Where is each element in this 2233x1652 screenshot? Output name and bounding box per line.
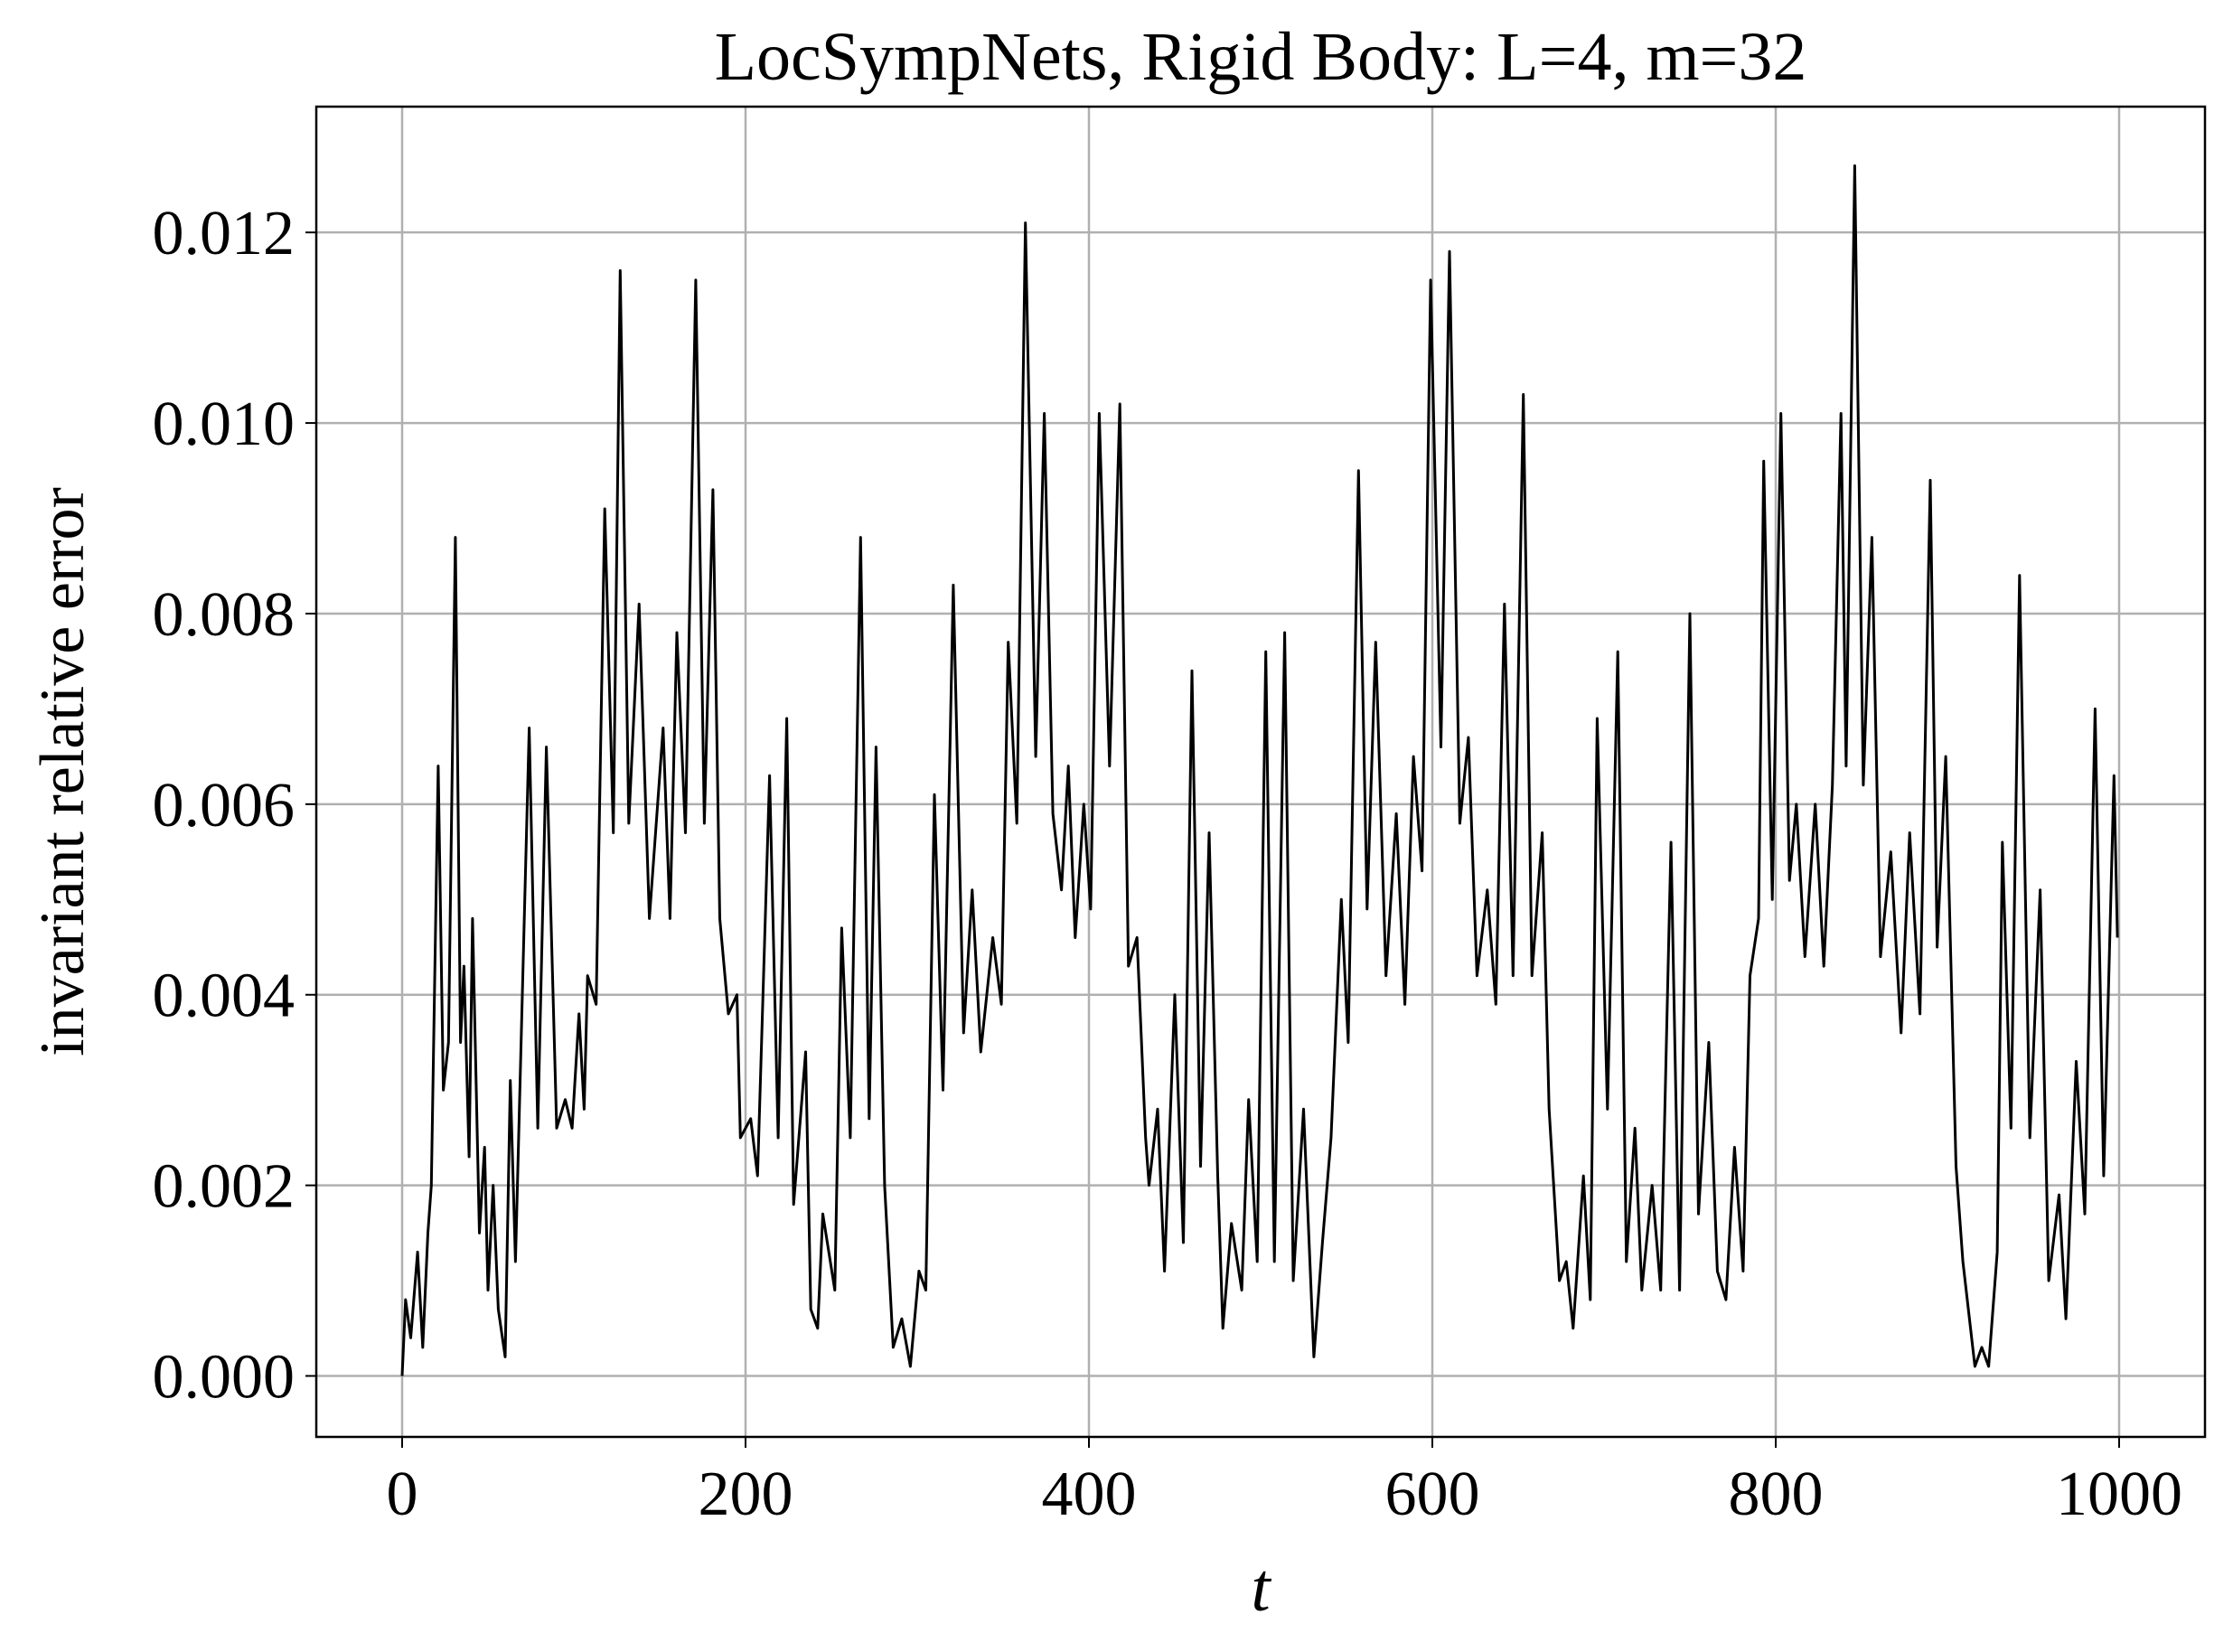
y-axis-label: invariant relative error [28,487,98,1056]
y-tick-label: 0.004 [153,962,296,1031]
y-tick-label: 0.008 [153,580,296,650]
x-tick-label: 400 [1042,1460,1137,1529]
y-tick-label: 0.010 [153,390,296,459]
plot-frame [314,105,2207,1439]
y-tick-label: 0.000 [153,1343,296,1413]
x-tick-label: 0 [387,1460,418,1529]
y-tick-label: 0.006 [153,771,296,840]
data-line [400,164,2119,1376]
y-tick-label: 0.002 [153,1152,296,1222]
x-tick-label: 600 [1385,1460,1480,1529]
y-tick-label: 0.012 [153,199,296,268]
x-tick-label: 1000 [2056,1460,2182,1529]
x-tick-label: 800 [1729,1460,1824,1529]
chart-title: LocSympNets, Rigid Body: L=4, m=32 [715,19,1807,95]
x-axis-label: t [1251,1550,1271,1626]
x-tick-label: 200 [699,1460,793,1529]
